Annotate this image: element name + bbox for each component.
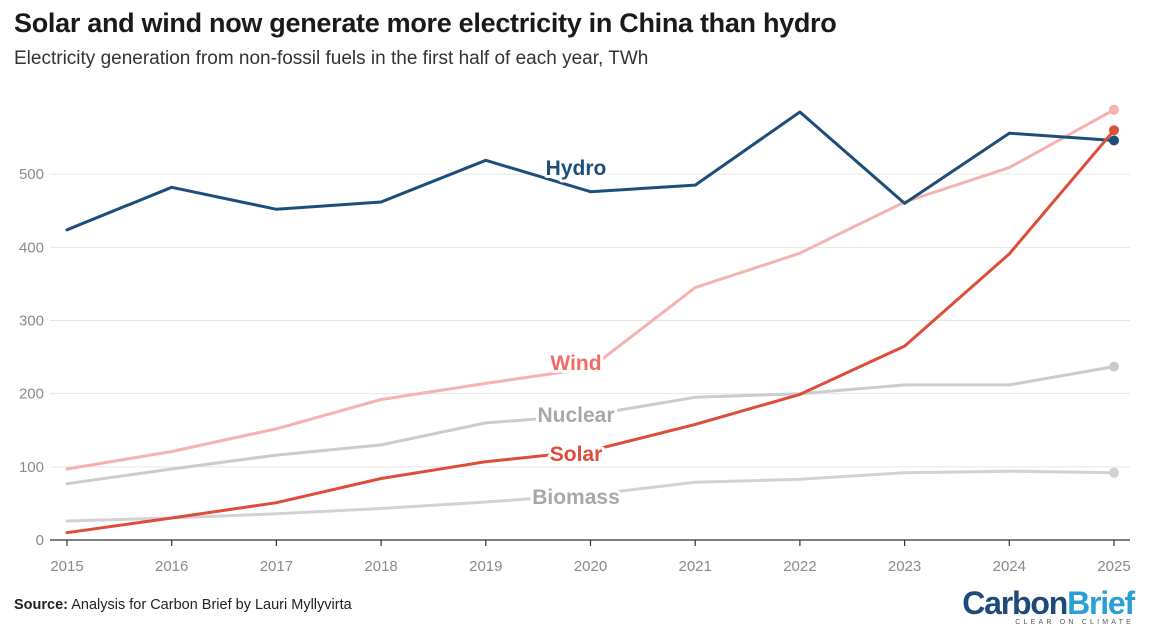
series-label-wind: Wind <box>550 352 601 375</box>
series-line-wind <box>65 108 1116 471</box>
logo-part-carbon: Carbon <box>962 585 1068 621</box>
logo-part-brief: Brief <box>1067 585 1135 621</box>
gridlines <box>50 173 1130 468</box>
x-tick-label: 2020 <box>574 558 607 575</box>
chart-subtitle: Electricity generation from non-fossil f… <box>14 48 649 69</box>
series-lines <box>65 104 1119 535</box>
end-point-biomass <box>1109 467 1119 478</box>
carbon-brief-logo: CarbonBrief CLEAR ON CLIMATE <box>962 585 1135 626</box>
series-label-solar: Solar <box>550 443 603 466</box>
y-tick-label: 200 <box>19 386 44 403</box>
y-tick-label: 400 <box>19 239 44 256</box>
chart-title: Solar and wind now generate more electri… <box>14 8 837 38</box>
y-tick-label: 300 <box>19 313 44 330</box>
series-label-hydro: Hydro <box>546 157 607 180</box>
x-tick-label: 2025 <box>1097 558 1130 575</box>
series-labels: Hydro Wind Nuclear Solar Biomass <box>529 154 623 512</box>
logo-wordmark: CarbonBrief <box>962 585 1135 621</box>
x-tick-label: 2017 <box>260 558 293 575</box>
x-tick-label: 2016 <box>155 558 188 575</box>
source-key: Source: <box>14 597 68 613</box>
end-point-solar <box>1109 125 1119 136</box>
series-line-solar <box>65 128 1116 535</box>
series-label-nuclear: Nuclear <box>537 404 614 427</box>
end-point-nuclear <box>1109 361 1119 372</box>
y-tick-label: 0 <box>36 532 44 549</box>
series-line-nuclear <box>65 365 1116 486</box>
series-line-hydro <box>65 110 1116 232</box>
logo-tagline: CLEAR ON CLIMATE <box>1015 619 1134 626</box>
x-tick-label: 2015 <box>50 558 83 575</box>
x-tick-label: 2023 <box>888 558 921 575</box>
x-tick-label: 2024 <box>993 558 1026 575</box>
x-tick-label: 2022 <box>783 558 816 575</box>
series-label-biomass: Biomass <box>532 486 620 509</box>
source-text: Analysis for Carbon Brief by Lauri Mylly… <box>68 597 352 613</box>
axes: 0 100 200 300 400 500 2015 2016 2017 2018 2019 2020… <box>19 166 1131 575</box>
end-point-wind <box>1109 104 1119 115</box>
y-tick-label: 100 <box>19 459 44 476</box>
series-line-biomass <box>65 469 1116 523</box>
x-tick-label: 2019 <box>469 558 502 575</box>
x-tick-label: 2018 <box>364 558 397 575</box>
source-note: Source: Analysis for Carbon Brief by Lau… <box>14 597 352 613</box>
x-tick-label: 2021 <box>679 558 712 575</box>
end-point-hydro <box>1109 135 1119 146</box>
y-tick-label: 500 <box>19 166 44 183</box>
